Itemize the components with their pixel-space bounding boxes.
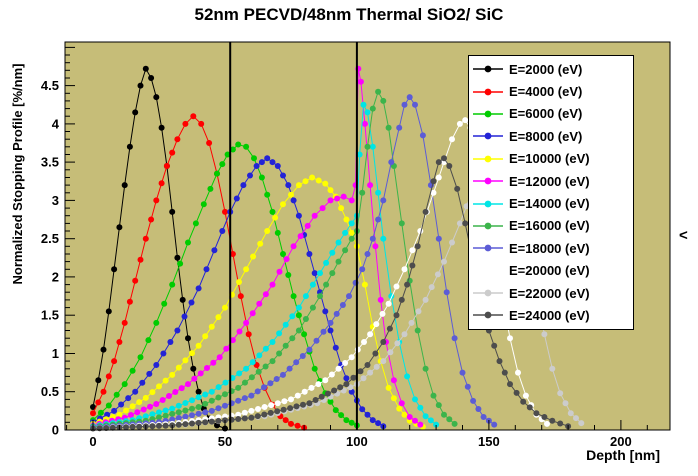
legend-box: E=2000 (eV) E=4000 (eV) E=6000 (eV) E=8000 … xyxy=(468,55,634,330)
series-e-14000-ev xyxy=(90,101,440,430)
svg-text:2: 2 xyxy=(52,269,59,284)
legend-item: E=18000 (eV) xyxy=(469,237,633,259)
legend-item: E=12000 (eV) xyxy=(469,170,633,192)
legend-marker-icon xyxy=(473,88,503,95)
svg-text:0: 0 xyxy=(89,434,96,449)
legend-label: E=6000 (eV) xyxy=(509,106,583,122)
legend-label: E=12000 (eV) xyxy=(509,173,590,189)
legend-marker-icon xyxy=(473,110,503,118)
legend-marker-icon xyxy=(473,222,503,230)
legend-item: E=20000 (eV) xyxy=(469,260,633,282)
svg-text:150: 150 xyxy=(478,434,500,449)
y-axis-title: Normalized Stopping Profile [%/nm] xyxy=(10,63,25,285)
svg-text:1: 1 xyxy=(52,346,59,361)
legend-label: E=24000 (eV) xyxy=(509,307,590,323)
x-axis-title: Depth [nm] xyxy=(586,447,660,463)
side-chevron-icon: < xyxy=(679,227,688,244)
legend-label: E=22000 (eV) xyxy=(509,285,590,301)
svg-text:2.5: 2.5 xyxy=(41,231,59,246)
legend-marker-icon xyxy=(473,177,503,185)
svg-text:3.5: 3.5 xyxy=(41,155,59,170)
series-e-8000-ev xyxy=(90,155,387,430)
legend-item: E=4000 (eV) xyxy=(469,80,633,102)
legend-marker-icon xyxy=(473,155,503,163)
legend-item: E=14000 (eV) xyxy=(469,192,633,214)
legend-marker-icon xyxy=(473,65,503,73)
legend-item: E=6000 (eV) xyxy=(469,103,633,125)
legend-marker-icon xyxy=(473,200,503,207)
legend-marker-icon xyxy=(473,244,503,252)
svg-text:3: 3 xyxy=(52,193,59,208)
legend-item: E=22000 (eV) xyxy=(469,282,633,304)
series-e-16000-ev xyxy=(90,88,458,430)
legend-item: E=24000 (eV) xyxy=(469,304,633,326)
x-axis: 0 50 100 150 200 xyxy=(66,420,648,449)
plot-frame-border xyxy=(64,41,671,431)
legend-label: E=8000 (eV) xyxy=(509,128,583,144)
svg-text:4.5: 4.5 xyxy=(41,78,59,93)
legend-label: E=14000 (eV) xyxy=(509,196,590,212)
svg-text:200: 200 xyxy=(610,434,632,449)
svg-text:50: 50 xyxy=(218,434,232,449)
legend-label: E=2000 (eV) xyxy=(509,61,583,77)
series-e-2000-ev xyxy=(90,65,228,432)
svg-text:0.5: 0.5 xyxy=(41,384,59,399)
svg-text:0: 0 xyxy=(52,423,59,438)
series-e-4000-ev xyxy=(90,113,308,431)
legend-item: E=2000 (eV) xyxy=(469,58,633,80)
legend-item: E=10000 (eV) xyxy=(469,148,633,170)
legend-label: E=10000 (eV) xyxy=(509,151,590,167)
svg-text:100: 100 xyxy=(346,434,368,449)
y-axis: 0 0.5 1 1.5 2 2.5 3 3.5 4 4.5 xyxy=(41,46,75,438)
legend-label: E=16000 (eV) xyxy=(509,218,590,234)
legend-marker-icon xyxy=(473,312,503,319)
svg-text:1.5: 1.5 xyxy=(41,308,59,323)
legend-marker-icon xyxy=(473,132,503,140)
legend-label: E=4000 (eV) xyxy=(509,84,583,100)
legend-marker-icon xyxy=(473,267,503,275)
legend-item: E=16000 (eV) xyxy=(469,215,633,237)
series-e-12000-ev xyxy=(90,65,424,429)
legend-label: E=18000 (eV) xyxy=(509,240,590,256)
series-e-10000-ev xyxy=(90,174,426,430)
legend-marker-icon xyxy=(473,289,503,297)
chart-title: 52nm PECVD/48nm Thermal SiO2/ SiC xyxy=(194,5,504,24)
legend-item: E=8000 (eV) xyxy=(469,125,633,147)
series-e-24000-ev xyxy=(90,155,572,432)
legend-label: E=20000 (eV) xyxy=(509,263,590,279)
svg-text:4: 4 xyxy=(52,116,60,131)
